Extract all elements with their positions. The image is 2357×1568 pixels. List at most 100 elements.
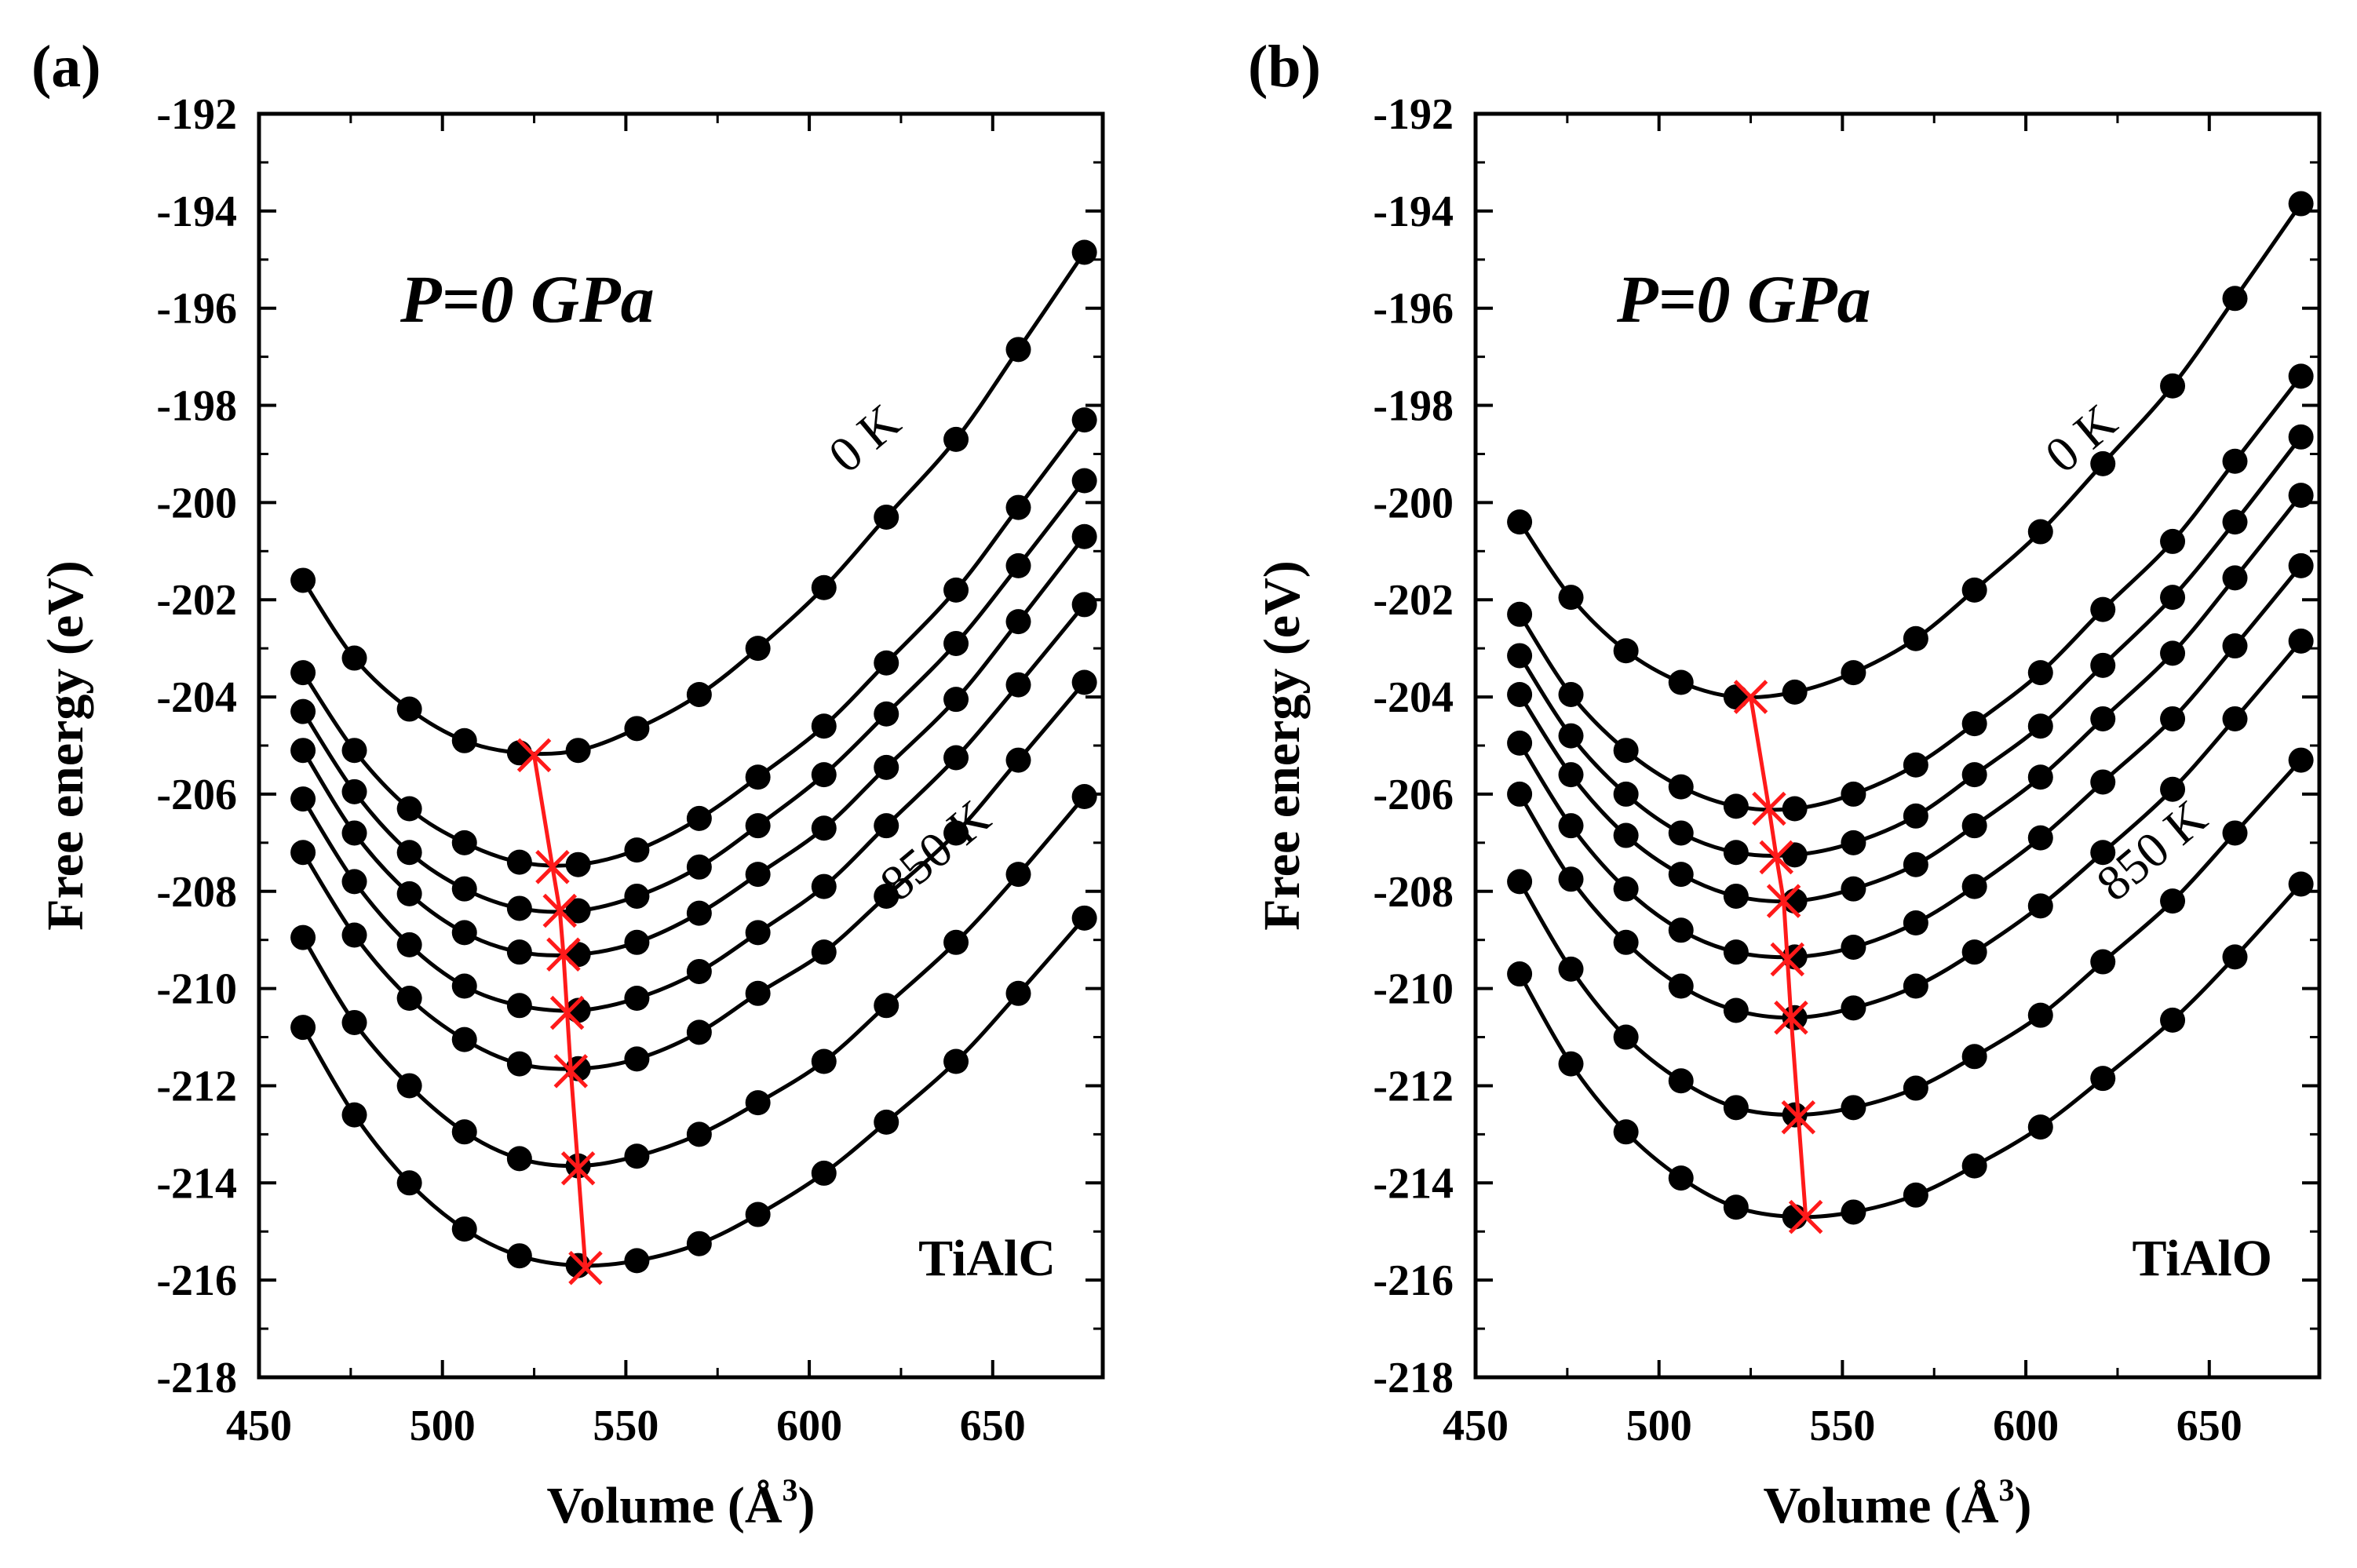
compound-label: TiAlC [918,1230,1056,1287]
y-tick-label: -214 [156,1159,237,1208]
data-point [2090,450,2116,476]
data-point [1782,679,1808,705]
data-point [1668,1068,1694,1094]
data-point [290,924,316,950]
y-tick-label: -192 [156,90,237,139]
data-point [290,738,316,764]
data-point [1558,813,1584,839]
data-point [451,1216,477,1242]
x-tick-label: 650 [960,1402,1026,1450]
data-point [341,738,367,764]
data-point [2222,944,2248,970]
y-tick-label: -210 [156,965,237,1014]
data-point [396,881,422,906]
data-point [2027,519,2053,545]
y-tick-label: -194 [156,188,237,236]
data-point [1558,585,1584,611]
data-point [943,630,969,656]
data-point [1558,956,1584,982]
data-point [1961,1153,1987,1179]
data-point [1782,1005,1808,1030]
data-point [1071,905,1097,931]
data-point [2027,1114,2053,1140]
data-point [1005,672,1031,698]
y-tick-label: -216 [1373,1256,1454,1305]
data-point [686,805,712,831]
panel-b: (b) 450 500 550 600 650 -218 -216 -214 -212 -210 -2… [1248,34,2322,1534]
data-point [1507,730,1533,756]
x-axis-title-text: Volume (Å [1763,1477,1998,1534]
data-point [1507,961,1533,987]
data-point [811,762,837,788]
data-point [1723,1095,1749,1121]
data-point [1005,494,1031,520]
y-tick-label: -196 [1373,285,1454,334]
data-point [1507,601,1533,627]
equilibrium-marker [553,1054,589,1088]
data-point [290,786,316,812]
y-tick-label: -202 [1373,576,1454,625]
x-tick-label: 450 [1443,1402,1509,1450]
data-point [1903,1075,1928,1101]
data-point [1071,407,1097,433]
data-point [506,1051,532,1077]
data-point [1961,1044,1987,1070]
data-point [1071,592,1097,618]
plot-frame [1473,111,2322,1380]
x-tick-label: 550 [1809,1402,1875,1450]
y-tick-label: -212 [156,1062,237,1110]
y-tick-label: -206 [1373,771,1454,819]
data-point [1071,239,1097,265]
data-point [2160,706,2186,731]
data-point [811,1048,837,1074]
data-point [2288,191,2314,217]
data-point [943,820,969,846]
y-tick-label: -194 [1373,188,1454,236]
data-point [506,895,532,921]
data-point [1961,577,1987,603]
data-point [943,929,969,955]
data-point [1841,995,1866,1021]
data-point [451,876,477,902]
data-point [1668,973,1694,999]
data-point [506,1243,532,1269]
data-point [811,713,837,739]
data-point [2160,640,2186,666]
data-point [2027,713,2053,739]
data-point [686,854,712,880]
data-point [624,1143,650,1169]
data-point [1903,752,1928,778]
data-point [874,883,899,909]
data-point [1903,910,1928,936]
y-tick-label: -216 [156,1256,237,1305]
data-point [1841,781,1866,807]
data-point [451,1119,477,1145]
data-point [1723,997,1749,1023]
x-axis-title-close: ) [798,1477,815,1534]
data-point [565,851,591,877]
data-point [1961,873,1987,899]
data-point [686,1019,712,1045]
data-point [874,650,899,676]
data-point [874,1109,899,1135]
equilibrium-marker [1788,1199,1823,1234]
data-point [2090,652,2116,678]
pressure-annotation: P=0 GPa [1616,261,1871,337]
x-tick-label: 500 [1626,1402,1692,1450]
data-point [2027,893,2053,919]
data-point [2160,888,2186,914]
data-point [565,738,591,764]
y-tick-label: -210 [1373,965,1454,1014]
data-point [624,1248,650,1274]
data-point [874,754,899,780]
data-point [686,958,712,984]
y-tick-label: -192 [1373,90,1454,139]
data-point [2090,596,2116,622]
data-point [396,1170,422,1196]
data-point [506,939,532,965]
data-point [2288,747,2314,773]
data-point [2160,776,2186,802]
equilibrium-marker [535,850,570,884]
data-point [1723,840,1749,866]
panel-label: (b) [1248,34,1321,100]
